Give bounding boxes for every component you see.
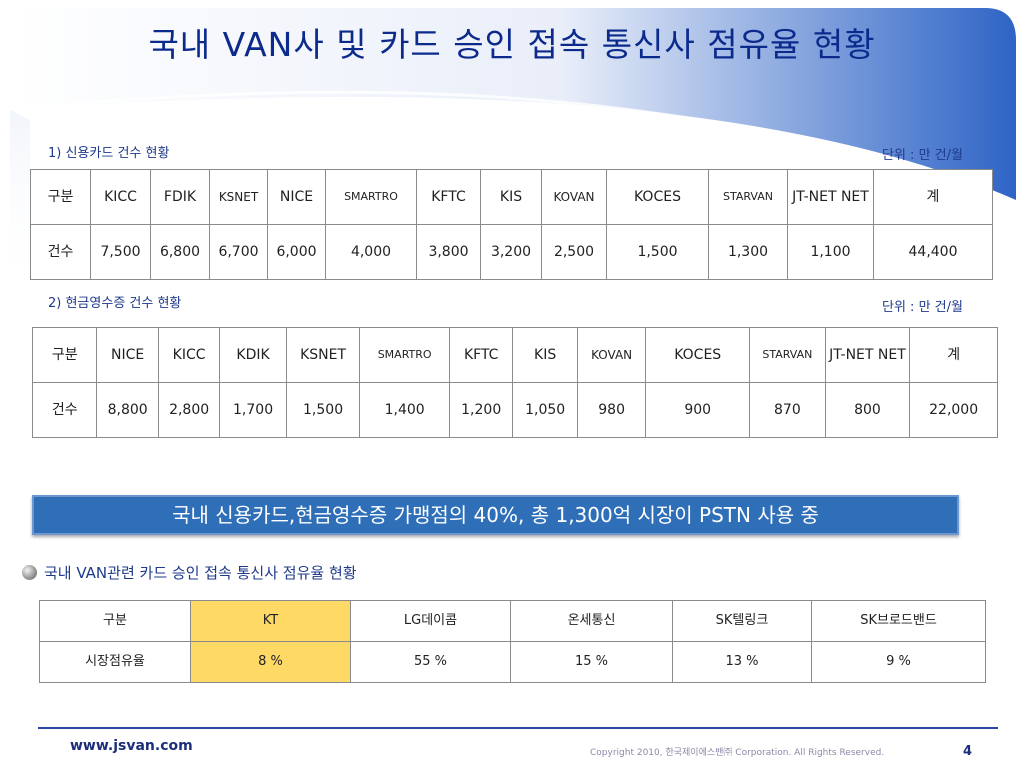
table-header-cell: LG데이콤 xyxy=(350,600,511,642)
table-cell: 2,500 xyxy=(541,224,607,280)
table-cell: 1,500 xyxy=(606,224,709,280)
table-cell: 건수 xyxy=(31,382,98,438)
table-cell: 7,500 xyxy=(90,224,151,280)
table-header-cell-highlight: KT xyxy=(190,600,351,642)
carrier-share-table: 구분 KT LG데이콤 온세통신 SK텔링크 SK브로드밴드 시장점유율 8 %… xyxy=(39,600,986,683)
table-cell: 3,800 xyxy=(416,224,481,280)
table-header-cell: KSNET xyxy=(285,327,361,383)
table-cell: 55 % xyxy=(350,641,511,683)
table-cell: 3,200 xyxy=(480,224,542,280)
table-cell: 1,700 xyxy=(219,382,287,438)
table-cell: 15 % xyxy=(510,641,673,683)
footer-divider xyxy=(38,727,998,729)
summary-banner: 국내 신용카드,현금영수증 가맹점의 40%, 총 1,300억 시장이 PST… xyxy=(32,495,959,535)
table-header-cell: KFTC xyxy=(416,169,481,225)
table-header-cell: KOVAN xyxy=(576,327,647,383)
table-header-cell: KICC xyxy=(90,169,151,225)
table-header-cell: 구분 xyxy=(31,327,98,383)
table-header-cell: 구분 xyxy=(30,169,91,225)
table-header-cell: 계 xyxy=(873,169,993,225)
table-cell: 980 xyxy=(576,382,647,438)
table-header-cell: STARVAN xyxy=(708,169,788,225)
table-row: 건수 7,500 6,800 6,700 6,000 4,000 3,800 3… xyxy=(30,224,993,280)
table-header-cell: STARVAN xyxy=(749,327,826,383)
table-cell-highlight: 8 % xyxy=(190,641,351,683)
table-cell: 1,500 xyxy=(285,382,361,438)
table-cell: 1,100 xyxy=(787,224,874,280)
table-header-cell: KOCES xyxy=(645,327,751,383)
section3-caption: 국내 VAN관련 카드 승인 접속 통신사 점유율 현황 xyxy=(44,564,357,582)
table-cell: 6,700 xyxy=(209,224,268,280)
table-cell: 건수 xyxy=(30,224,91,280)
table-row: 시장점유율 8 % 55 % 15 % 13 % 9 % xyxy=(39,641,986,683)
table-header-cell: KFTC xyxy=(448,327,514,383)
table-header-cell: 온세통신 xyxy=(510,600,673,642)
table-cell: 8,800 xyxy=(96,382,159,438)
table-cell: 800 xyxy=(824,382,911,438)
table-header-cell: KOVAN xyxy=(541,169,607,225)
table-cell: 6,800 xyxy=(150,224,210,280)
table-cell: 시장점유율 xyxy=(39,641,191,683)
page-number: 4 xyxy=(963,744,973,759)
table-cell: 1,050 xyxy=(512,382,578,438)
table-header-cell: SK텔링크 xyxy=(672,600,812,642)
table-cell: 1,300 xyxy=(708,224,788,280)
table-header-cell: SK브로드밴드 xyxy=(811,600,986,642)
table-header-cell: KSNET xyxy=(209,169,268,225)
table-cell: 870 xyxy=(749,382,826,438)
table-header-row: 구분 KICC FDIK KSNET NICE SMARTRO KFTC KIS… xyxy=(30,169,993,225)
table-cell: 22,000 xyxy=(909,382,998,438)
table-header-cell: SMARTRO xyxy=(359,327,450,383)
table-header-cell: FDIK xyxy=(150,169,210,225)
footer-url-link[interactable]: www.jsvan.com xyxy=(70,738,193,754)
table-header-cell: NICE xyxy=(96,327,159,383)
section2-unit: 단위 : 만 건/월 xyxy=(882,300,963,315)
table-cell: 2,800 xyxy=(157,382,221,438)
table-row: 건수 8,800 2,800 1,700 1,500 1,400 1,200 1… xyxy=(31,382,998,438)
copyright-text: Copyright 2010, 한국제이에스밴㈜ Corporation. Al… xyxy=(590,748,885,758)
page-title: 국내 VAN사 및 카드 승인 접속 통신사 점유율 현황 xyxy=(148,25,876,64)
table-header-cell: JT-NET NET xyxy=(787,169,874,225)
bullet-icon xyxy=(22,565,37,580)
table-header-cell: NICE xyxy=(267,169,326,225)
table-header-row: 구분 KT LG데이콤 온세통신 SK텔링크 SK브로드밴드 xyxy=(39,600,986,642)
table-header-row: 구분 NICE KICC KDIK KSNET SMARTRO KFTC KIS… xyxy=(31,327,998,383)
table-header-cell: SMARTRO xyxy=(325,169,417,225)
table-cell: 4,000 xyxy=(325,224,417,280)
table-cell: 9 % xyxy=(811,641,986,683)
table-header-cell: 구분 xyxy=(39,600,191,642)
table-header-cell: KICC xyxy=(157,327,221,383)
cash-receipt-table: 구분 NICE KICC KDIK KSNET SMARTRO KFTC KIS… xyxy=(31,327,998,438)
table-cell: 13 % xyxy=(672,641,812,683)
section2-caption: 2) 현금영수증 건수 현황 xyxy=(48,296,182,311)
table-header-cell: JT-NET NET xyxy=(824,327,911,383)
table-cell: 6,000 xyxy=(267,224,326,280)
table-cell: 1,200 xyxy=(448,382,514,438)
section1-caption: 1) 신용카드 건수 현황 xyxy=(48,146,170,161)
table-cell: 1,400 xyxy=(359,382,450,438)
table-header-cell: KIS xyxy=(512,327,578,383)
table-header-cell: KOCES xyxy=(606,169,709,225)
table-header-cell: KDIK xyxy=(219,327,287,383)
card-count-table: 구분 KICC FDIK KSNET NICE SMARTRO KFTC KIS… xyxy=(30,169,993,280)
section1-unit: 단위 : 만 건/월 xyxy=(882,148,963,163)
table-cell: 900 xyxy=(645,382,751,438)
table-cell: 44,400 xyxy=(873,224,993,280)
table-header-cell: 계 xyxy=(909,327,998,383)
table-header-cell: KIS xyxy=(480,169,542,225)
